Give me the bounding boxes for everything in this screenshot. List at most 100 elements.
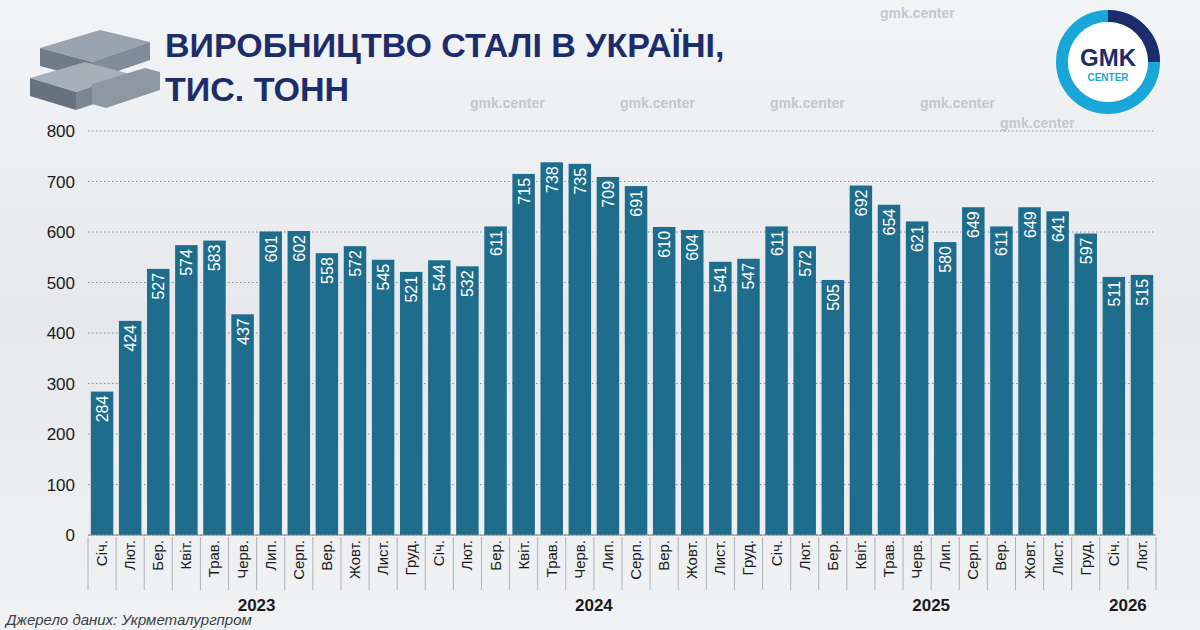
data-label: 649 bbox=[965, 211, 982, 238]
category-divider bbox=[1015, 537, 1016, 590]
bar bbox=[400, 272, 422, 535]
bar bbox=[681, 230, 703, 535]
category-divider bbox=[481, 537, 482, 590]
category-divider bbox=[903, 537, 904, 590]
category-divider bbox=[369, 537, 370, 590]
bar bbox=[203, 241, 225, 535]
watermark: gmk.center bbox=[1000, 115, 1075, 131]
category-divider bbox=[116, 537, 117, 590]
category-divider bbox=[312, 537, 313, 590]
x-tick-label: Січ. bbox=[768, 540, 785, 566]
category-divider bbox=[650, 537, 651, 590]
bar bbox=[456, 266, 478, 535]
bar bbox=[484, 226, 506, 535]
watermark: gmk.center bbox=[920, 95, 995, 111]
category-divider bbox=[200, 537, 201, 590]
data-label: 738 bbox=[544, 166, 561, 193]
data-label: 545 bbox=[375, 264, 392, 291]
bar bbox=[1074, 234, 1096, 535]
bar bbox=[934, 242, 956, 535]
x-tick-label: Черв. bbox=[908, 540, 925, 579]
bar bbox=[147, 269, 169, 535]
bar bbox=[597, 177, 619, 535]
data-label: 611 bbox=[488, 230, 505, 256]
data-label: 601 bbox=[263, 235, 280, 262]
grid-line bbox=[88, 535, 1156, 536]
group-label: 2024 bbox=[575, 596, 613, 615]
bar bbox=[372, 260, 394, 535]
data-label: 583 bbox=[206, 244, 223, 271]
category-divider bbox=[172, 537, 173, 590]
category-divider bbox=[874, 537, 875, 590]
bar bbox=[737, 259, 759, 535]
data-label: 574 bbox=[178, 249, 195, 276]
x-tick-label: Лип. bbox=[599, 540, 616, 571]
category-divider bbox=[397, 537, 398, 590]
bar bbox=[259, 231, 281, 535]
icon bbox=[30, 30, 160, 110]
watermark: gmk.center bbox=[620, 95, 695, 111]
data-label: 515 bbox=[1134, 279, 1151, 306]
x-tick-label: Квіт. bbox=[852, 540, 869, 569]
category-divider bbox=[453, 537, 454, 590]
category-divider bbox=[509, 537, 510, 590]
logo-text: GMK bbox=[1080, 44, 1137, 71]
data-label: 610 bbox=[656, 231, 673, 258]
data-label: 641 bbox=[1050, 215, 1067, 242]
category-divider bbox=[734, 537, 735, 590]
y-tick-label: 700 bbox=[47, 173, 75, 192]
bar bbox=[540, 162, 562, 535]
title-line: ВИРОБНИЦТВО СТАЛІ В УКРАЇНІ, bbox=[165, 26, 724, 64]
bar bbox=[793, 246, 815, 535]
x-tick-label: Трав. bbox=[880, 540, 897, 577]
data-label: 572 bbox=[347, 250, 364, 277]
grid bbox=[88, 131, 1156, 535]
data-label: 527 bbox=[150, 273, 167, 300]
bar bbox=[344, 246, 366, 535]
group-label: 2025 bbox=[912, 596, 950, 615]
category-divider bbox=[425, 537, 426, 590]
bar bbox=[625, 186, 647, 535]
x-tick-label: Жовт. bbox=[346, 540, 363, 579]
data-label: 541 bbox=[712, 266, 729, 293]
data-label: 602 bbox=[291, 235, 308, 262]
chart: gmk.centergmk.centergmk.centergmk.center… bbox=[0, 0, 1200, 630]
bar bbox=[316, 253, 338, 535]
x-tick-label: Груд. bbox=[1077, 540, 1094, 575]
data-label: 715 bbox=[516, 178, 533, 205]
data-label: 521 bbox=[403, 276, 420, 303]
x-tick-label: Жовт. bbox=[1021, 540, 1038, 579]
x-tick-label: Вер. bbox=[318, 540, 335, 571]
x-tick-label: Груд. bbox=[739, 540, 756, 575]
x-tick-label: Трав. bbox=[205, 540, 222, 577]
data-label: 424 bbox=[122, 325, 139, 352]
category-divider bbox=[1099, 537, 1100, 590]
data-label: 597 bbox=[1078, 237, 1095, 264]
x-tick-label: Бер. bbox=[824, 540, 841, 571]
data-label: 692 bbox=[853, 189, 870, 216]
bar bbox=[822, 280, 844, 535]
category-divider bbox=[931, 537, 932, 590]
category-divider bbox=[706, 537, 707, 590]
x-tick-label: Серп. bbox=[290, 540, 307, 580]
data-label: 621 bbox=[909, 225, 926, 252]
data-label: 735 bbox=[572, 168, 589, 195]
category-divider bbox=[144, 537, 145, 590]
logo-text: CENTER bbox=[1087, 72, 1129, 83]
x-tick-label: Вер. bbox=[992, 540, 1009, 571]
bar bbox=[850, 186, 872, 535]
y-tick-label: 800 bbox=[47, 122, 75, 141]
bar bbox=[512, 174, 534, 535]
data-label: 691 bbox=[628, 190, 645, 217]
x-tick-label: Черв. bbox=[234, 540, 251, 579]
bar bbox=[962, 207, 984, 535]
x-tick-label: Серп. bbox=[627, 540, 644, 580]
data-label: 572 bbox=[797, 250, 814, 277]
category-divider bbox=[762, 537, 763, 590]
x-tick-label: Трав. bbox=[543, 540, 560, 577]
x-tick-label: Лют. bbox=[458, 540, 475, 570]
x-axis-line bbox=[88, 535, 1156, 536]
x-tick-label: Серп. bbox=[964, 540, 981, 580]
bar bbox=[231, 314, 253, 535]
category-divider bbox=[1127, 537, 1128, 590]
